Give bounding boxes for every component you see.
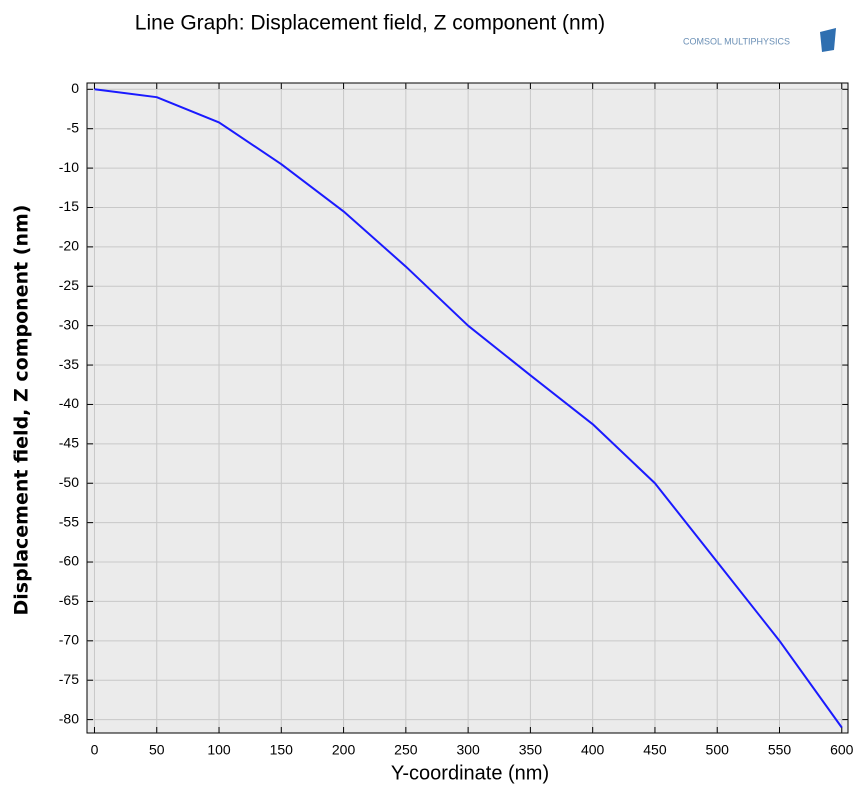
y-tick-label: -60 [59, 553, 79, 569]
y-tick-label: -35 [59, 356, 79, 372]
y-tick-label: -80 [59, 710, 79, 726]
x-tick-label: 200 [332, 742, 356, 758]
x-tick-label: 550 [768, 742, 792, 758]
x-tick-label: 50 [149, 742, 165, 758]
y-tick-label: 0 [71, 80, 79, 96]
y-tick-label: -65 [59, 592, 79, 608]
x-tick-label: 0 [91, 742, 99, 758]
y-tick-label: -55 [59, 513, 79, 529]
chart-title: Line Graph: Displacement field, Z compon… [135, 12, 605, 35]
x-tick-label: 250 [394, 742, 418, 758]
logo-icon [820, 28, 836, 52]
x-axis-label: Y-coordinate (nm) [391, 762, 549, 784]
y-tick-label: -70 [59, 632, 79, 648]
logo: COMSOL MULTIPHYSICS [683, 28, 836, 52]
y-tick-label: -25 [59, 277, 79, 293]
x-tick-label: 150 [270, 742, 294, 758]
y-tick-label: -10 [59, 159, 79, 175]
logo-text: COMSOL MULTIPHYSICS [683, 36, 790, 46]
y-tick-label: -5 [67, 119, 80, 135]
x-tick-label: 350 [519, 742, 543, 758]
y-tick-label: -50 [59, 474, 79, 490]
y-tick-label: -75 [59, 671, 79, 687]
y-tick-label: -30 [59, 316, 79, 332]
y-tick-label: -15 [59, 198, 79, 214]
x-tick-label: 500 [706, 742, 730, 758]
y-tick-label: -20 [59, 238, 79, 254]
x-tick-label: 400 [581, 742, 605, 758]
data-line [94, 88, 843, 729]
y-axis-label: Displacement field, Z component (nm) [11, 205, 33, 616]
x-tick-label: 600 [830, 742, 854, 758]
x-tick-label: 450 [643, 742, 667, 758]
y-tick-label: -40 [59, 395, 79, 411]
y-tick-label: -45 [59, 435, 79, 451]
x-tick-label: 300 [456, 742, 480, 758]
x-tick-label: 100 [207, 742, 231, 758]
plot-area [86, 82, 849, 734]
